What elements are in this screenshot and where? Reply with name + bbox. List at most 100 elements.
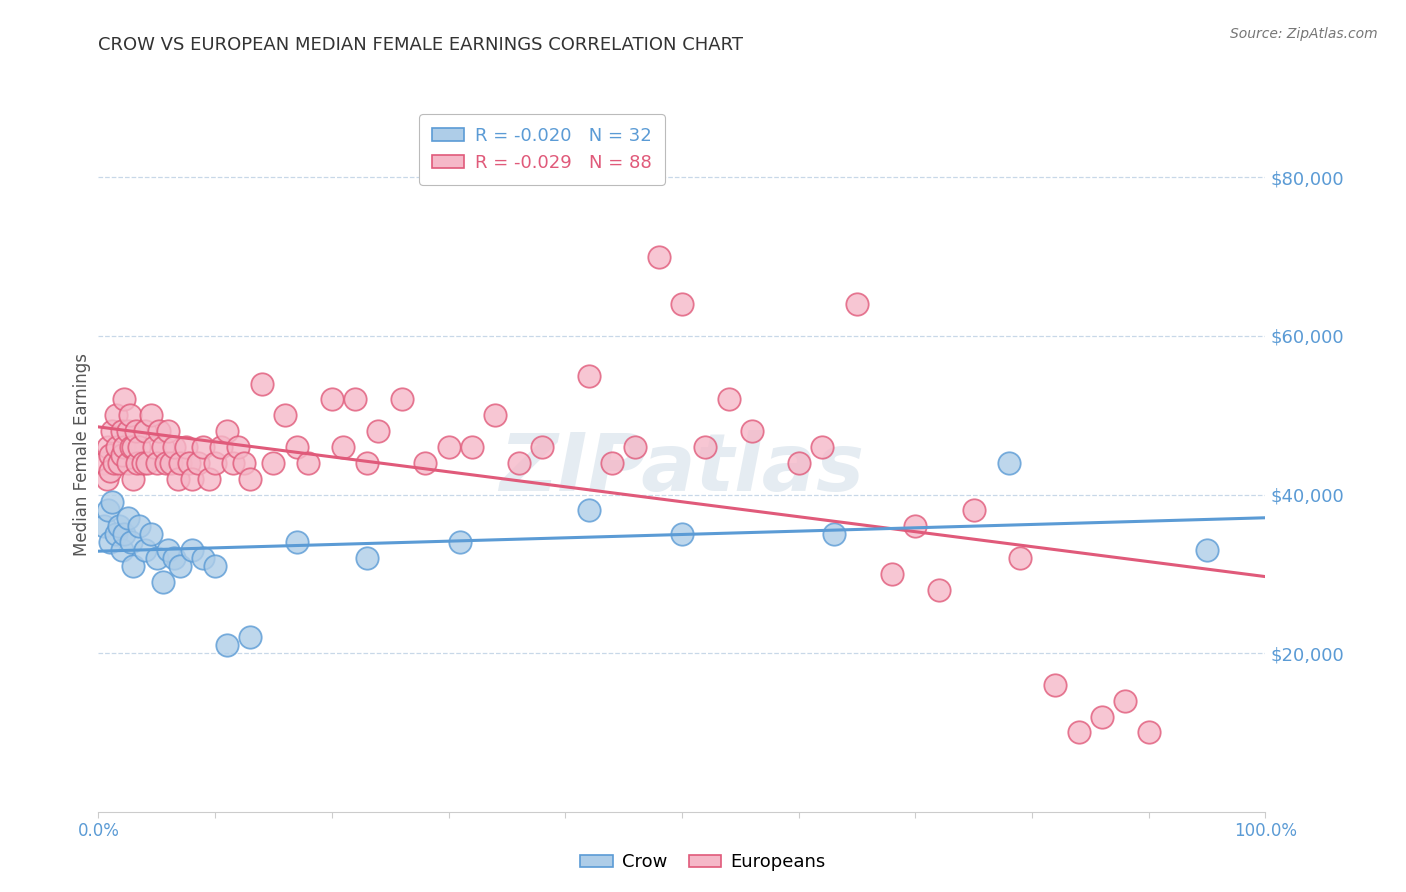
Point: [118, 409, 141, 423]
Point: [204, 456, 226, 470]
Point: [239, 472, 262, 486]
Point: [962, 503, 984, 517]
Point: [174, 440, 197, 454]
Point: [904, 519, 927, 533]
Point: [152, 574, 174, 589]
Point: [578, 368, 600, 383]
Point: [880, 566, 903, 581]
Point: [159, 456, 181, 470]
Point: [193, 551, 215, 566]
Point: [125, 456, 148, 470]
Point: [717, 392, 740, 407]
Point: [132, 456, 155, 470]
Point: [101, 424, 124, 438]
Point: [600, 456, 623, 470]
Point: [112, 527, 135, 541]
Point: [105, 440, 128, 454]
Point: [122, 440, 145, 454]
Point: [157, 424, 180, 438]
Point: [437, 440, 460, 454]
Point: [169, 456, 191, 470]
Point: [163, 440, 186, 454]
Point: [228, 440, 250, 454]
Text: ZIPatlas: ZIPatlas: [499, 430, 865, 508]
Point: [1195, 543, 1218, 558]
Point: [787, 456, 810, 470]
Point: [461, 440, 484, 454]
Y-axis label: Median Female Earnings: Median Female Earnings: [73, 353, 91, 557]
Point: [215, 638, 238, 652]
Point: [695, 440, 717, 454]
Point: [1010, 551, 1032, 566]
Point: [250, 376, 273, 391]
Point: [530, 440, 553, 454]
Point: [449, 535, 471, 549]
Point: [741, 424, 763, 438]
Point: [321, 392, 343, 407]
Point: [811, 440, 834, 454]
Point: [96, 472, 118, 486]
Legend: Crow, Europeans: Crow, Europeans: [574, 847, 832, 879]
Point: [98, 535, 121, 549]
Point: [413, 456, 436, 470]
Point: [128, 519, 150, 533]
Point: [120, 440, 142, 454]
Point: [180, 472, 202, 486]
Point: [139, 527, 162, 541]
Point: [136, 456, 159, 470]
Point: [624, 440, 647, 454]
Point: [198, 472, 221, 486]
Point: [285, 535, 308, 549]
Point: [671, 297, 693, 311]
Point: [508, 456, 530, 470]
Point: [163, 551, 186, 566]
Point: [221, 456, 243, 470]
Legend: R = -0.020   N = 32, R = -0.029   N = 88: R = -0.020 N = 32, R = -0.029 N = 88: [419, 114, 665, 185]
Point: [103, 456, 125, 470]
Point: [187, 456, 209, 470]
Point: [155, 456, 177, 470]
Point: [671, 527, 693, 541]
Point: [166, 472, 188, 486]
Point: [367, 424, 389, 438]
Point: [134, 424, 156, 438]
Point: [122, 472, 145, 486]
Point: [356, 456, 378, 470]
Point: [146, 456, 169, 470]
Point: [209, 440, 232, 454]
Point: [108, 456, 131, 470]
Point: [111, 543, 134, 558]
Point: [193, 440, 215, 454]
Point: [285, 440, 308, 454]
Point: [125, 424, 148, 438]
Point: [111, 424, 134, 438]
Text: Source: ZipAtlas.com: Source: ZipAtlas.com: [1230, 27, 1378, 41]
Point: [117, 424, 139, 438]
Point: [215, 424, 238, 438]
Point: [179, 456, 201, 470]
Point: [1045, 678, 1067, 692]
Point: [647, 250, 669, 264]
Point: [98, 464, 121, 478]
Point: [148, 424, 170, 438]
Point: [845, 297, 868, 311]
Point: [344, 392, 367, 407]
Point: [108, 519, 131, 533]
Point: [928, 582, 950, 597]
Point: [274, 409, 297, 423]
Point: [117, 456, 139, 470]
Point: [101, 495, 124, 509]
Point: [104, 409, 127, 423]
Point: [1067, 725, 1090, 739]
Point: [297, 456, 319, 470]
Point: [239, 630, 262, 644]
Point: [169, 558, 191, 573]
Point: [1114, 694, 1136, 708]
Point: [122, 558, 145, 573]
Point: [391, 392, 413, 407]
Point: [143, 440, 166, 454]
Point: [111, 448, 134, 462]
Point: [120, 535, 142, 549]
Point: [97, 503, 120, 517]
Point: [157, 543, 180, 558]
